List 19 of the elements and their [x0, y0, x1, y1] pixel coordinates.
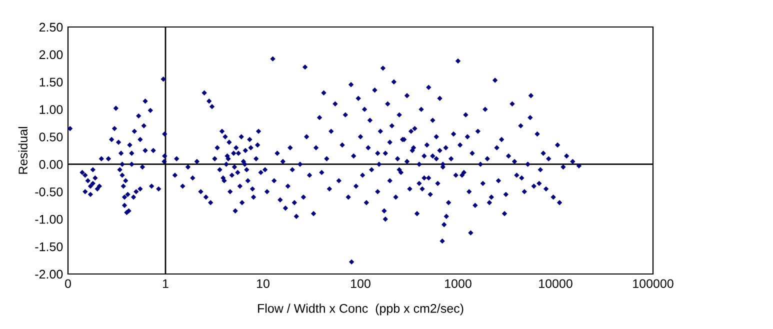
x-tick-label: 1000: [445, 279, 472, 288]
y-tick-label: -1.00: [35, 214, 63, 224]
x-tick-label: 1: [162, 279, 168, 288]
y-tick-label: -0.50: [35, 187, 63, 196]
y-tick-label: 1.00: [40, 105, 63, 114]
x-tick-label: 100000: [633, 279, 674, 288]
y-axis-title: Residual: [18, 127, 28, 174]
x-tick-label: 0: [65, 279, 71, 288]
x-axis-title: Flow / Width x Conc (ppb x cm2/sec): [258, 304, 464, 316]
y-tick-label: -1.50: [35, 242, 63, 252]
x-tick-label: 10000: [539, 279, 572, 288]
x-tick-label: 100: [351, 279, 370, 288]
y-tick-label: 0.00: [39, 160, 63, 169]
y-tick-label: 2.50: [39, 22, 63, 32]
x-tick-label: 10: [257, 279, 270, 288]
y-tick-label: -2.00: [35, 270, 63, 279]
y-tick-label: 2.00: [39, 50, 63, 60]
y-tick-label: 1.50: [40, 78, 63, 87]
y-tick-label: 0.50: [39, 132, 63, 142]
